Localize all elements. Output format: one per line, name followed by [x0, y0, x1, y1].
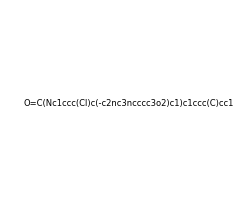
Text: O=C(Nc1ccc(Cl)c(-c2nc3ncccc3o2)c1)c1ccc(C)cc1: O=C(Nc1ccc(Cl)c(-c2nc3ncccc3o2)c1)c1ccc(…	[24, 99, 234, 108]
